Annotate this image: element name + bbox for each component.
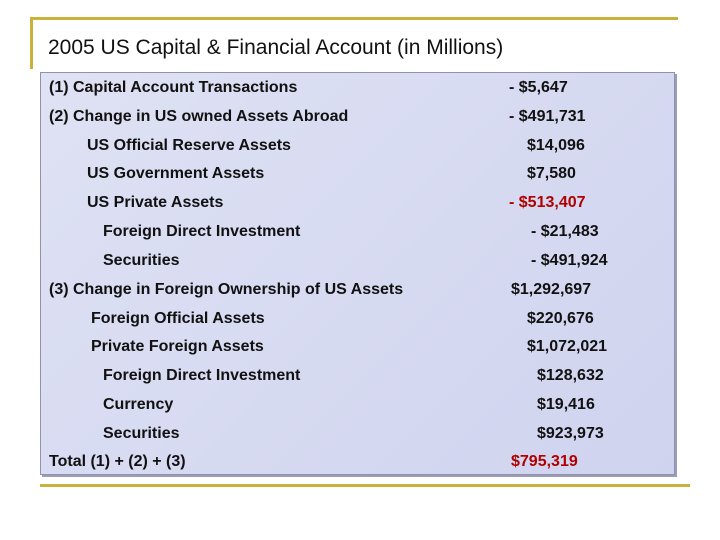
row-value: $1,072,021 (527, 338, 608, 355)
row-value: $220,676 (527, 310, 594, 327)
financial-account-table: (1) Capital Account Transactions - $5,64… (40, 72, 675, 475)
table-row-capital-account: (1) Capital Account Transactions - $5,64… (41, 75, 674, 103)
row-label: Currency (103, 396, 174, 413)
row-label: Foreign Direct Investment (103, 367, 301, 384)
bottom-rule (40, 484, 690, 487)
table-row-us-securities: Securities - $491,924 (41, 248, 674, 276)
row-value: - $491,731 (509, 108, 586, 125)
table-row-government-assets: US Government Assets $7,580 (41, 161, 674, 189)
row-label: Total (1) + (2) + (3) (49, 453, 186, 470)
row-label: Private Foreign Assets (91, 338, 264, 355)
table-row-foreign-official: Foreign Official Assets $220,676 (41, 306, 674, 334)
table-row-official-reserve: US Official Reserve Assets $14,096 (41, 133, 674, 161)
table-row-total: Total (1) + (2) + (3) $795,319 (41, 449, 674, 477)
row-label: US Private Assets (87, 194, 224, 211)
row-label: Securities (103, 425, 180, 442)
table-row-private-foreign: Private Foreign Assets $1,072,021 (41, 334, 674, 362)
table-row-us-owned-assets: (2) Change in US owned Assets Abroad - $… (41, 104, 674, 132)
title-rule-left (30, 17, 33, 69)
row-label: (2) Change in US owned Assets Abroad (49, 108, 349, 125)
table-row-foreign-securities: Securities $923,973 (41, 421, 674, 449)
row-value: - $5,647 (509, 79, 568, 96)
slide-title: 2005 US Capital & Financial Account (in … (48, 36, 504, 59)
row-label: Securities (103, 252, 180, 269)
row-label: US Official Reserve Assets (87, 137, 291, 154)
row-label: (3) Change in Foreign Ownership of US As… (49, 281, 404, 298)
row-value: - $491,924 (531, 252, 608, 269)
row-value: $923,973 (537, 425, 604, 442)
row-value: $14,096 (527, 137, 585, 154)
row-label: (1) Capital Account Transactions (49, 79, 298, 96)
row-value: $19,416 (537, 396, 595, 413)
table-row-foreign-ownership: (3) Change in Foreign Ownership of US As… (41, 277, 674, 305)
row-value: $128,632 (537, 367, 604, 384)
row-label: Foreign Official Assets (91, 310, 265, 327)
row-value: $795,319 (511, 453, 578, 470)
table-row-foreign-fdi: Foreign Direct Investment $128,632 (41, 363, 674, 391)
title-rule-top (30, 17, 678, 20)
row-label: Foreign Direct Investment (103, 223, 301, 240)
row-value: - $21,483 (531, 223, 599, 240)
table-row-private-assets: US Private Assets - $513,407 (41, 190, 674, 218)
table-row-us-fdi: Foreign Direct Investment - $21,483 (41, 219, 674, 247)
row-value: $7,580 (527, 165, 576, 182)
row-label: US Government Assets (87, 165, 265, 182)
row-value: $1,292,697 (511, 281, 592, 298)
row-value: - $513,407 (509, 194, 586, 211)
table-row-currency: Currency $19,416 (41, 392, 674, 420)
